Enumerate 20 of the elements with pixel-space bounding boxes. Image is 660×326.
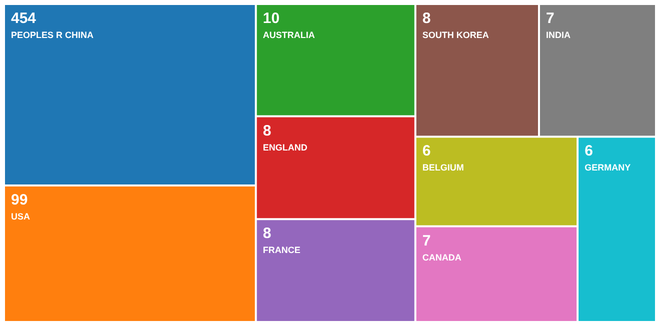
category-label: SOUTH KOREA (422, 30, 490, 40)
category-label: INDIA (546, 30, 571, 40)
data-label: 8 (262, 225, 272, 242)
data-label: 10 (262, 10, 280, 27)
category-label: CANADA (422, 252, 462, 262)
category-label: AUSTRALIA (262, 30, 316, 40)
category-label: PEOPLES R CHINA (11, 30, 94, 40)
data-label: 7 (422, 232, 431, 250)
data-label: 6 (584, 142, 593, 160)
data-label: 99 (11, 191, 28, 208)
category-label: GERMANY (584, 162, 631, 173)
data-label: 454 (11, 10, 37, 27)
data-label: 7 (546, 10, 554, 27)
category-label: BELGIUM (422, 162, 464, 173)
data-label: 8 (422, 10, 431, 27)
category-label: USA (11, 211, 30, 222)
category-label: ENGLAND (262, 142, 308, 152)
data-label: 8 (262, 122, 272, 140)
category-label: FRANCE (262, 245, 300, 256)
data-label: 6 (422, 142, 431, 160)
